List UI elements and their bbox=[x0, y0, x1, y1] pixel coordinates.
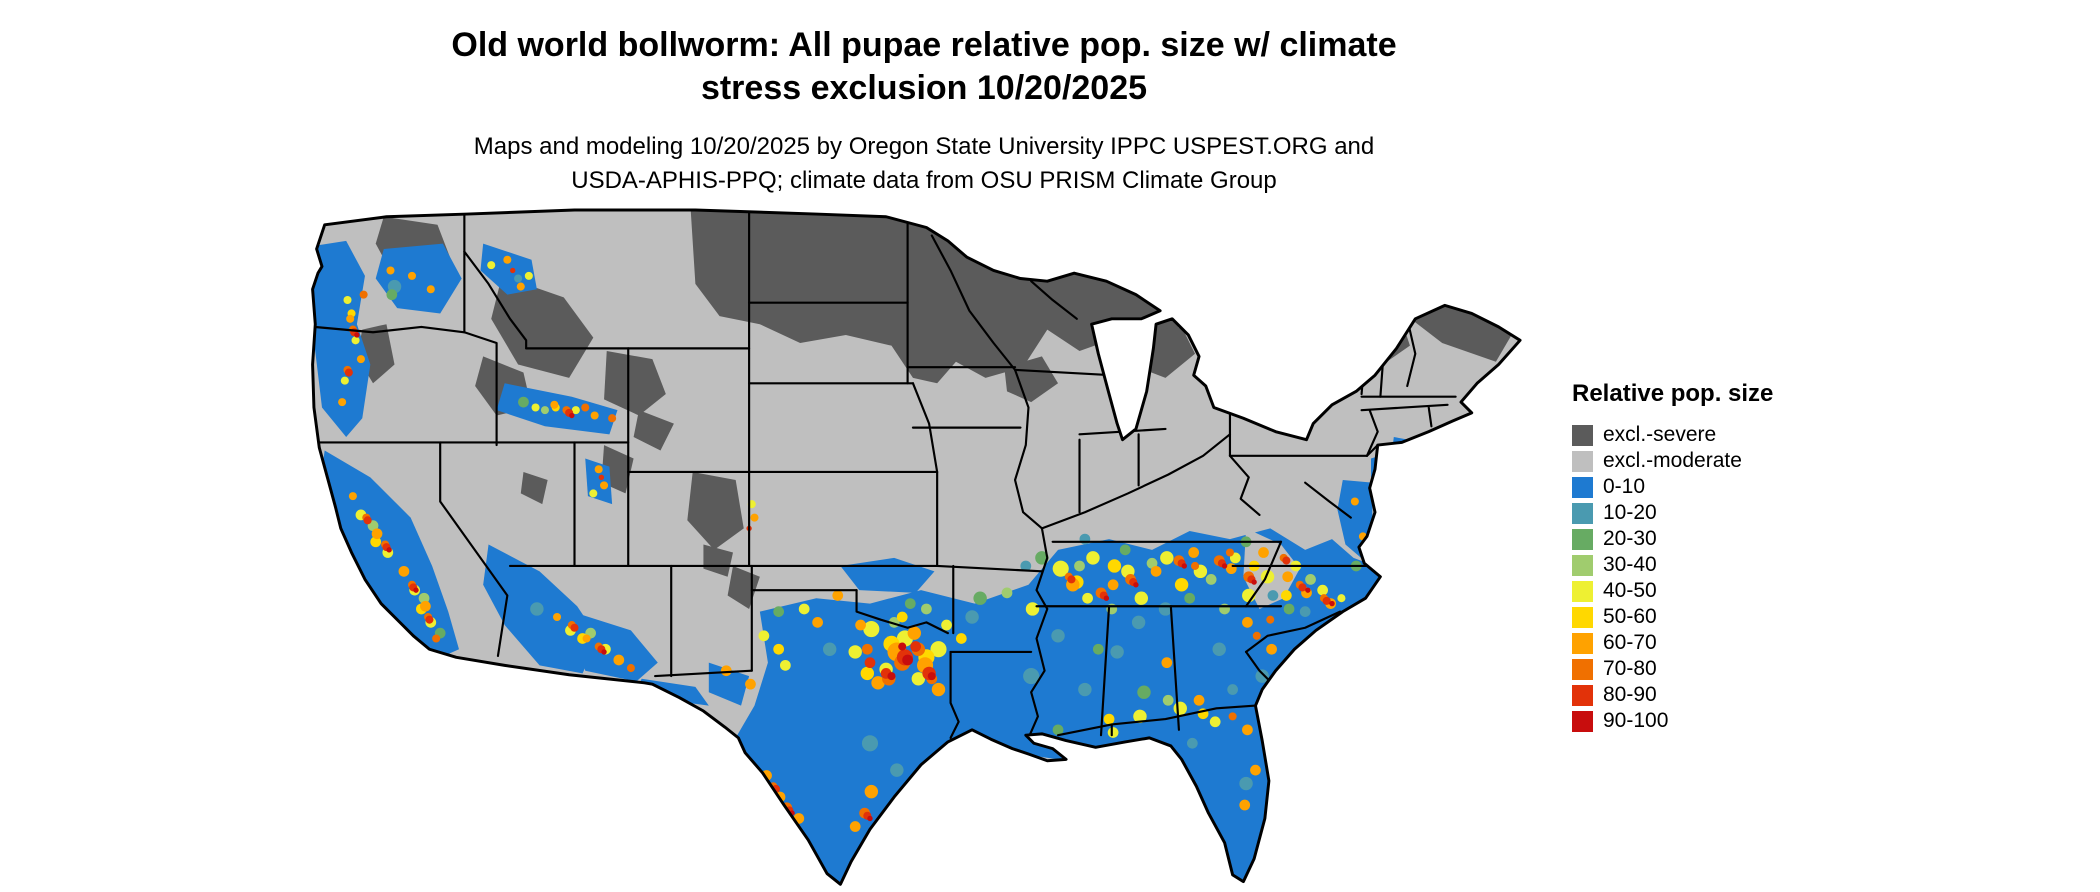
legend-item: 30-40 bbox=[1572, 552, 1773, 578]
legend-swatch bbox=[1572, 684, 1593, 706]
legend-item-label: excl.-severe bbox=[1603, 423, 1717, 446]
subtitle-line1: Maps and modeling 10/20/2025 by Oregon S… bbox=[473, 133, 1375, 160]
subtitle-line2: USDA-APHIS-PPQ; climate data from OSU PR… bbox=[571, 167, 1277, 194]
legend-item-label: 90-100 bbox=[1603, 709, 1669, 732]
legend-swatch bbox=[1572, 502, 1593, 524]
legend-swatch bbox=[1572, 476, 1593, 498]
population-60-70-mottle bbox=[338, 255, 1367, 832]
legend-item: 0-10 bbox=[1572, 474, 1773, 500]
us-outline bbox=[311, 208, 1522, 886]
legend-item-label: 40-50 bbox=[1603, 579, 1657, 602]
legend-swatch bbox=[1572, 606, 1593, 628]
header: Old world bollworm: All pupae relative p… bbox=[0, 24, 1848, 198]
legend-item: 70-80 bbox=[1572, 656, 1773, 682]
legend-item-label: excl.-moderate bbox=[1603, 449, 1742, 472]
legend-item: 60-70 bbox=[1572, 630, 1773, 656]
population-20-30-mottle bbox=[386, 289, 1362, 736]
legend: Relative pop. size excl.-severe excl.-mo… bbox=[1572, 380, 1773, 734]
legend-item-label: 10-20 bbox=[1603, 501, 1657, 524]
legend-item: 40-50 bbox=[1572, 578, 1773, 604]
legend-swatch bbox=[1572, 658, 1593, 680]
legend-swatch bbox=[1572, 580, 1593, 602]
legend-item-label: 50-60 bbox=[1603, 605, 1657, 628]
page-title-line1: Old world bollworm: All pupae relative p… bbox=[451, 26, 1397, 64]
legend-item: 20-30 bbox=[1572, 526, 1773, 552]
legend-swatch bbox=[1572, 528, 1593, 550]
legend-swatch bbox=[1572, 554, 1593, 576]
legend-item: 90-100 bbox=[1572, 708, 1773, 734]
legend-item: 10-20 bbox=[1572, 500, 1773, 526]
legend-item: 50-60 bbox=[1572, 604, 1773, 630]
legend-item-label: 60-70 bbox=[1603, 631, 1657, 654]
legend-swatch bbox=[1572, 710, 1593, 732]
page-title-line2: stress exclusion 10/20/2025 bbox=[700, 69, 1148, 107]
us-map bbox=[305, 206, 1529, 891]
population-90-100-mottle bbox=[354, 332, 1335, 822]
legend-item: 80-90 bbox=[1572, 682, 1773, 708]
legend-item-label: 20-30 bbox=[1603, 527, 1657, 550]
legend-item: excl.-severe bbox=[1572, 422, 1773, 448]
legend-item-label: 80-90 bbox=[1603, 683, 1657, 706]
legend-item-label: 70-80 bbox=[1603, 657, 1657, 680]
legend-item-label: 30-40 bbox=[1603, 553, 1657, 576]
legend-swatch bbox=[1572, 632, 1593, 654]
subtitle: Maps and modeling 10/20/2025 by Oregon S… bbox=[0, 130, 1848, 198]
legend-swatch bbox=[1572, 450, 1593, 472]
legend-item-label: 0-10 bbox=[1603, 475, 1646, 498]
legend-item: excl.-moderate bbox=[1572, 448, 1773, 474]
state-borders bbox=[312, 210, 1457, 739]
legend-title: Relative pop. size bbox=[1572, 380, 1774, 407]
us-map-svg bbox=[311, 208, 1522, 886]
legend-swatch bbox=[1572, 424, 1593, 446]
